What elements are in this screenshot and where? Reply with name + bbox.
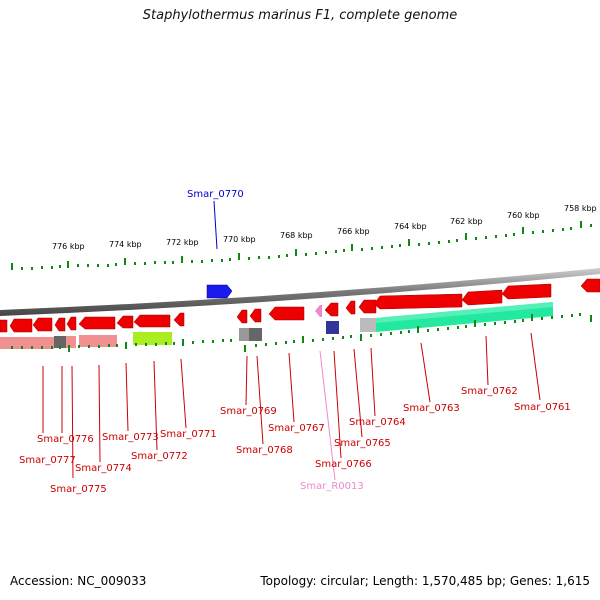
gene-smar-0777-arrow[interactable] bbox=[0, 319, 8, 333]
gene-smar-0766-arrow[interactable] bbox=[324, 302, 339, 317]
gene-smar-0761-arrow[interactable] bbox=[501, 283, 552, 300]
gene-label-smar-0767[interactable]: Smar_0767 bbox=[268, 423, 325, 434]
gene-smar-r0013-arrow[interactable] bbox=[315, 305, 322, 317]
gene-smar-0775b-arrow[interactable] bbox=[54, 317, 66, 332]
gene-smar-0768-arrow[interactable] bbox=[249, 308, 262, 323]
gene-smar-0763-arrow[interactable] bbox=[373, 293, 463, 310]
lower-scale bbox=[11, 313, 592, 352]
accession-text: Accession: NC_009033 bbox=[10, 574, 147, 588]
scale-label-760: 760 kbp bbox=[507, 211, 540, 220]
scale-label-774: 774 kbp bbox=[109, 240, 142, 249]
gene-smar-0767-arrow[interactable] bbox=[268, 306, 305, 321]
gene-smar-0776-arrow[interactable] bbox=[9, 318, 33, 333]
gene-smar-0770-arrow[interactable] bbox=[206, 284, 233, 299]
reverse-genes bbox=[0, 278, 600, 333]
gene-smar-0771-arrow[interactable] bbox=[173, 312, 185, 327]
gene-label-smar-0777[interactable]: Smar_0777 bbox=[19, 455, 76, 466]
gene-smar-0774-arrow[interactable] bbox=[78, 316, 116, 330]
gene-label-smar-0769[interactable]: Smar_0769 bbox=[220, 406, 277, 417]
gene-smar-0762-arrow[interactable] bbox=[461, 289, 503, 306]
gene-label-smar-0762[interactable]: Smar_0762 bbox=[461, 386, 518, 397]
gene-label-smar-0770[interactable]: Smar_0770 bbox=[187, 189, 244, 200]
gene-label-smar-0763[interactable]: Smar_0763 bbox=[403, 403, 460, 414]
gene-label-smar-0775[interactable]: Smar_0775 bbox=[50, 484, 107, 495]
gene-label-smar-0768[interactable]: Smar_0768 bbox=[236, 445, 293, 456]
scale-labels: 776 kbp 774 kbp 772 kbp 770 kbp 768 kbp … bbox=[52, 204, 597, 251]
gene-right-edge-arrow[interactable] bbox=[580, 278, 600, 293]
gene-label-smar-0776[interactable]: Smar_0776 bbox=[37, 434, 94, 445]
gene-label-smar-0771[interactable]: Smar_0771 bbox=[160, 429, 217, 440]
gene-smar-0769-arrow[interactable] bbox=[236, 309, 248, 324]
scale-label-776: 776 kbp bbox=[52, 242, 85, 251]
gene-label-smar-0774[interactable]: Smar_0774 bbox=[75, 463, 132, 474]
gene-label-smar-0766[interactable]: Smar_0766 bbox=[315, 459, 372, 470]
label-leaders bbox=[42, 200, 541, 481]
scale-label-770: 770 kbp bbox=[223, 235, 256, 244]
gene-label-smar-r0013[interactable]: Smar_R0013 bbox=[300, 481, 364, 492]
scale-label-764: 764 kbp bbox=[394, 222, 427, 231]
scale-label-772: 772 kbp bbox=[166, 238, 199, 247]
gene-smar-0764-arrow[interactable] bbox=[358, 299, 377, 314]
gene-label-smar-0764[interactable]: Smar_0764 bbox=[349, 417, 406, 428]
map-title: Staphylothermus marinus F1, complete gen… bbox=[142, 8, 458, 23]
gene-labels: Smar_0770 Smar_0776 Smar_0777 Smar_0775 … bbox=[19, 189, 571, 495]
gene-label-smar-0773[interactable]: Smar_0773 bbox=[102, 432, 159, 443]
gene-label-smar-0761[interactable]: Smar_0761 bbox=[514, 402, 571, 413]
scale-label-766: 766 kbp bbox=[337, 227, 370, 236]
genome-backbone bbox=[0, 268, 600, 316]
scale-label-762: 762 kbp bbox=[450, 217, 483, 226]
gene-smar-0775-arrow[interactable] bbox=[32, 317, 53, 332]
upper-scale bbox=[11, 221, 592, 270]
gene-smar-0773-arrow[interactable] bbox=[116, 315, 134, 329]
gene-smar-0772-arrow[interactable] bbox=[133, 314, 171, 328]
gene-smar-0774b-arrow[interactable] bbox=[66, 316, 77, 331]
gene-smar-0765-arrow[interactable] bbox=[345, 300, 356, 315]
feature-bars bbox=[0, 302, 553, 349]
scale-label-768: 768 kbp bbox=[280, 231, 313, 240]
topology-text: Topology: circular; Length: 1,570,485 bp… bbox=[260, 574, 590, 588]
gene-label-smar-0765[interactable]: Smar_0765 bbox=[334, 438, 391, 449]
gene-label-smar-0772[interactable]: Smar_0772 bbox=[131, 451, 188, 462]
scale-label-758: 758 kbp bbox=[564, 204, 597, 213]
